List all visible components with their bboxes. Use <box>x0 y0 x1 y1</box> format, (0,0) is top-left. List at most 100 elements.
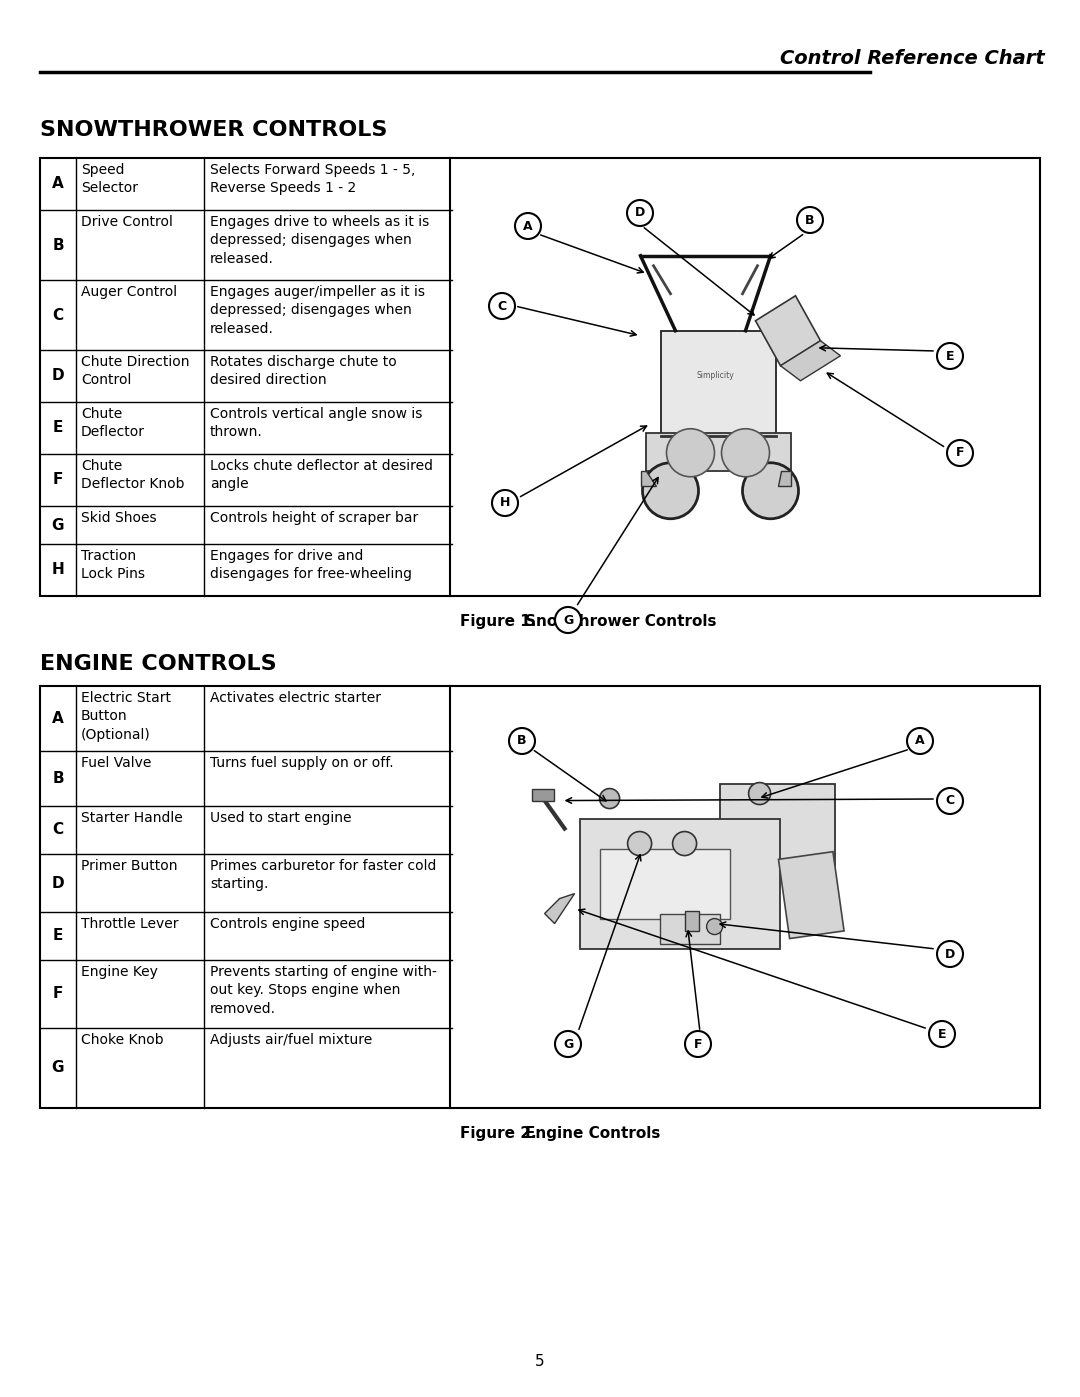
Text: SNOWTHROWER CONTROLS: SNOWTHROWER CONTROLS <box>40 120 388 140</box>
Text: Engine Controls: Engine Controls <box>525 1126 660 1141</box>
Text: Skid Shoes: Skid Shoes <box>81 511 157 525</box>
Text: Chute
Deflector: Chute Deflector <box>81 407 145 440</box>
Text: C: C <box>498 299 507 313</box>
Text: Speed
Selector: Speed Selector <box>81 163 138 196</box>
Text: G: G <box>563 1038 573 1051</box>
Text: Primes carburetor for faster cold
starting.: Primes carburetor for faster cold starti… <box>210 859 436 891</box>
Bar <box>685 911 699 930</box>
Text: Primer Button: Primer Button <box>81 859 177 873</box>
Circle shape <box>509 728 535 754</box>
Text: Activates electric starter: Activates electric starter <box>210 692 381 705</box>
Text: D: D <box>945 947 955 961</box>
Text: B: B <box>806 214 814 226</box>
Text: A: A <box>52 711 64 726</box>
Bar <box>719 784 835 869</box>
Text: A: A <box>52 176 64 191</box>
Circle shape <box>937 788 963 814</box>
Circle shape <box>748 782 771 805</box>
Text: Turns fuel supply on or off.: Turns fuel supply on or off. <box>210 756 393 770</box>
Circle shape <box>555 1031 581 1058</box>
Text: Controls height of scraper bar: Controls height of scraper bar <box>210 511 418 525</box>
Text: C: C <box>53 823 64 837</box>
Circle shape <box>643 462 699 518</box>
Text: Simplicity: Simplicity <box>697 372 734 380</box>
Text: Figure 1.: Figure 1. <box>460 615 537 629</box>
Text: Adjusts air/fuel mixture: Adjusts air/fuel mixture <box>210 1032 373 1046</box>
Circle shape <box>515 212 541 239</box>
Text: Rotates discharge chute to
desired direction: Rotates discharge chute to desired direc… <box>210 355 396 387</box>
Text: Drive Control: Drive Control <box>81 215 173 229</box>
Text: Engages drive to wheels as it is
depressed; disengages when
released.: Engages drive to wheels as it is depress… <box>210 215 429 265</box>
Polygon shape <box>781 341 840 381</box>
Circle shape <box>706 919 723 935</box>
Circle shape <box>673 831 697 855</box>
Text: Control Reference Chart: Control Reference Chart <box>780 49 1045 68</box>
Text: Selects Forward Speeds 1 - 5,
Reverse Speeds 1 - 2: Selects Forward Speeds 1 - 5, Reverse Sp… <box>210 163 416 196</box>
Text: G: G <box>52 1060 64 1076</box>
Text: Controls engine speed: Controls engine speed <box>210 916 365 930</box>
Circle shape <box>721 429 769 476</box>
Polygon shape <box>756 296 821 366</box>
Text: ENGINE CONTROLS: ENGINE CONTROLS <box>40 654 276 673</box>
Text: Starter Handle: Starter Handle <box>81 812 183 826</box>
Text: B: B <box>517 735 527 747</box>
Text: Traction
Lock Pins: Traction Lock Pins <box>81 549 145 581</box>
Bar <box>660 914 719 943</box>
Text: Throttle Lever: Throttle Lever <box>81 916 178 930</box>
Circle shape <box>743 462 798 518</box>
Text: Chute
Deflector Knob: Chute Deflector Knob <box>81 460 185 492</box>
Text: 5: 5 <box>536 1354 544 1369</box>
Bar <box>661 331 775 436</box>
Circle shape <box>685 1031 711 1058</box>
Text: Chute Direction
Control: Chute Direction Control <box>81 355 189 387</box>
Text: Engages for drive and
disengages for free-wheeling: Engages for drive and disengages for fre… <box>210 549 411 581</box>
Bar <box>531 788 554 800</box>
Circle shape <box>947 440 973 467</box>
Polygon shape <box>640 471 656 486</box>
Text: B: B <box>52 237 64 253</box>
Text: D: D <box>635 207 645 219</box>
Circle shape <box>492 490 518 515</box>
Circle shape <box>627 200 653 226</box>
Text: A: A <box>523 219 532 232</box>
Bar <box>40 686 453 1108</box>
Text: Auger Control: Auger Control <box>81 285 177 299</box>
Text: F: F <box>956 447 964 460</box>
Text: H: H <box>52 563 65 577</box>
Text: E: E <box>53 420 64 436</box>
Text: E: E <box>937 1028 946 1041</box>
Text: Snowthrower Controls: Snowthrower Controls <box>525 615 716 629</box>
Circle shape <box>627 831 651 855</box>
Circle shape <box>937 344 963 369</box>
Circle shape <box>666 429 715 476</box>
Text: C: C <box>945 795 955 807</box>
Bar <box>599 848 730 919</box>
Text: F: F <box>53 986 64 1002</box>
Circle shape <box>937 942 963 967</box>
Circle shape <box>599 788 620 809</box>
Bar <box>450 158 1040 597</box>
Text: Locks chute deflector at desired
angle: Locks chute deflector at desired angle <box>210 460 433 492</box>
Text: Figure 2.: Figure 2. <box>460 1126 537 1141</box>
Text: Fuel Valve: Fuel Valve <box>81 756 151 770</box>
Bar <box>779 852 845 939</box>
Text: Used to start engine: Used to start engine <box>210 812 351 826</box>
Text: D: D <box>52 369 65 384</box>
Text: Electric Start
Button
(Optional): Electric Start Button (Optional) <box>81 692 171 742</box>
Text: A: A <box>915 735 924 747</box>
Bar <box>580 819 780 949</box>
Polygon shape <box>544 894 575 923</box>
Text: Choke Knob: Choke Knob <box>81 1032 164 1046</box>
Circle shape <box>797 207 823 233</box>
Circle shape <box>489 293 515 319</box>
Text: G: G <box>563 613 573 626</box>
Text: C: C <box>53 307 64 323</box>
Polygon shape <box>778 471 791 486</box>
Text: Engine Key: Engine Key <box>81 965 158 979</box>
Text: D: D <box>52 876 65 890</box>
Bar <box>646 433 791 471</box>
Text: E: E <box>946 349 955 362</box>
Bar <box>40 158 453 597</box>
Text: F: F <box>693 1038 702 1051</box>
Text: E: E <box>53 929 64 943</box>
